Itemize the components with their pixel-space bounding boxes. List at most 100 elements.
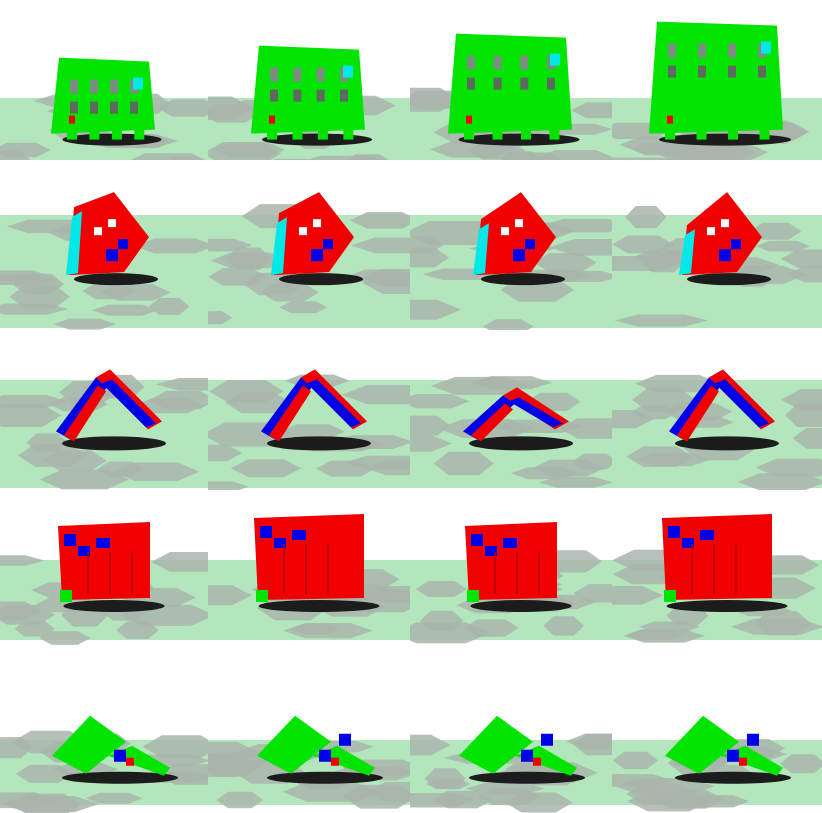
soft-robot <box>463 387 573 451</box>
accent-voxel <box>533 757 541 766</box>
robot-body <box>448 33 572 134</box>
simulation-frame <box>410 160 612 330</box>
simulation-frame <box>0 655 208 813</box>
accent-voxel <box>521 749 533 762</box>
accent-voxel <box>307 379 361 428</box>
accent-voxel <box>96 538 110 548</box>
accent-voxel <box>339 733 351 746</box>
accent-voxel <box>260 526 272 538</box>
accent-voxel <box>118 239 128 250</box>
accent-voxel <box>64 534 76 546</box>
robot-leg-inner <box>269 385 311 442</box>
accent-voxel <box>102 379 156 428</box>
simulation-frame <box>612 330 822 490</box>
accent-voxel <box>69 115 75 124</box>
accent-voxel <box>274 538 286 548</box>
robot-body <box>69 192 149 276</box>
accent-voxel <box>509 397 563 428</box>
robot-body <box>52 715 126 774</box>
robot-body <box>257 715 331 774</box>
soft-robot <box>669 369 779 451</box>
robot-body <box>649 21 783 134</box>
accent-voxel <box>269 115 275 124</box>
simulation-frame <box>410 490 612 655</box>
accent-voxel <box>343 65 353 78</box>
accent-voxel <box>256 590 268 602</box>
soft-robot <box>473 192 565 286</box>
accent-voxel <box>682 538 694 548</box>
robot-body <box>58 522 150 600</box>
simulation-frame <box>410 655 612 813</box>
accent-voxel <box>133 77 143 90</box>
accent-voxel <box>114 749 126 762</box>
accent-voxel <box>503 538 517 548</box>
accent-voxel <box>550 53 560 66</box>
soft-robot <box>465 522 572 612</box>
robot-body <box>274 192 354 276</box>
robot-leg-inner <box>471 403 513 442</box>
accent-voxel <box>467 590 479 602</box>
accent-voxel <box>739 757 747 766</box>
accent-voxel <box>78 546 90 556</box>
soft-robot <box>649 21 791 146</box>
simulation-frame <box>208 330 410 490</box>
robot-body <box>251 45 365 134</box>
simulation-frame <box>612 655 822 813</box>
soft-robot <box>261 369 371 451</box>
robot-leg-inner <box>64 385 106 442</box>
robot-body <box>682 192 762 276</box>
simulation-frame <box>410 0 612 160</box>
soft-robot <box>254 514 380 612</box>
robot-body <box>254 514 364 600</box>
accent-voxel <box>466 115 472 124</box>
soft-robot <box>459 715 585 784</box>
soft-robot <box>66 192 158 286</box>
soft-robot <box>257 715 383 784</box>
simulation-frame <box>0 160 208 330</box>
accent-voxel <box>679 229 695 276</box>
robot-body <box>662 514 772 600</box>
accent-voxel <box>471 534 483 546</box>
simulation-frame <box>208 490 410 655</box>
accent-voxel <box>731 239 741 250</box>
accent-voxel <box>513 249 525 262</box>
robot-body <box>465 522 557 600</box>
accent-voxel <box>664 590 676 602</box>
robot-body <box>459 715 533 774</box>
simulation-frame <box>612 490 822 655</box>
simulation-frame <box>0 0 208 160</box>
accent-voxel <box>700 530 714 540</box>
accent-voxel <box>541 733 553 746</box>
accent-voxel <box>331 757 339 766</box>
soft-robot <box>58 522 165 612</box>
soft-robot <box>56 369 166 451</box>
accent-voxel <box>719 249 731 262</box>
accent-voxel <box>668 526 680 538</box>
accent-voxel <box>126 757 134 766</box>
simulation-frame <box>410 330 612 490</box>
simulation-frame <box>208 655 410 813</box>
soft-robot <box>52 715 178 784</box>
accent-voxel <box>747 733 759 746</box>
accent-voxel <box>66 211 82 276</box>
simulation-frame <box>612 160 822 330</box>
accent-voxel <box>525 239 535 250</box>
accent-voxel <box>715 379 769 428</box>
soft-robot <box>665 715 791 784</box>
simulation-frame <box>612 0 822 160</box>
simulation-frame <box>208 0 410 160</box>
robot-leg-inner <box>677 385 719 442</box>
accent-voxel <box>319 749 331 762</box>
soft-robot <box>251 45 372 146</box>
accent-voxel <box>311 249 323 262</box>
accent-voxel <box>292 530 306 540</box>
accent-voxel <box>60 590 72 602</box>
soft-robot <box>662 514 788 612</box>
robot-body <box>665 715 739 774</box>
robot-body <box>476 192 556 276</box>
accent-voxel <box>323 239 333 250</box>
soft-robot <box>271 192 363 286</box>
soft-robot <box>679 192 771 286</box>
accent-voxel <box>727 749 739 762</box>
